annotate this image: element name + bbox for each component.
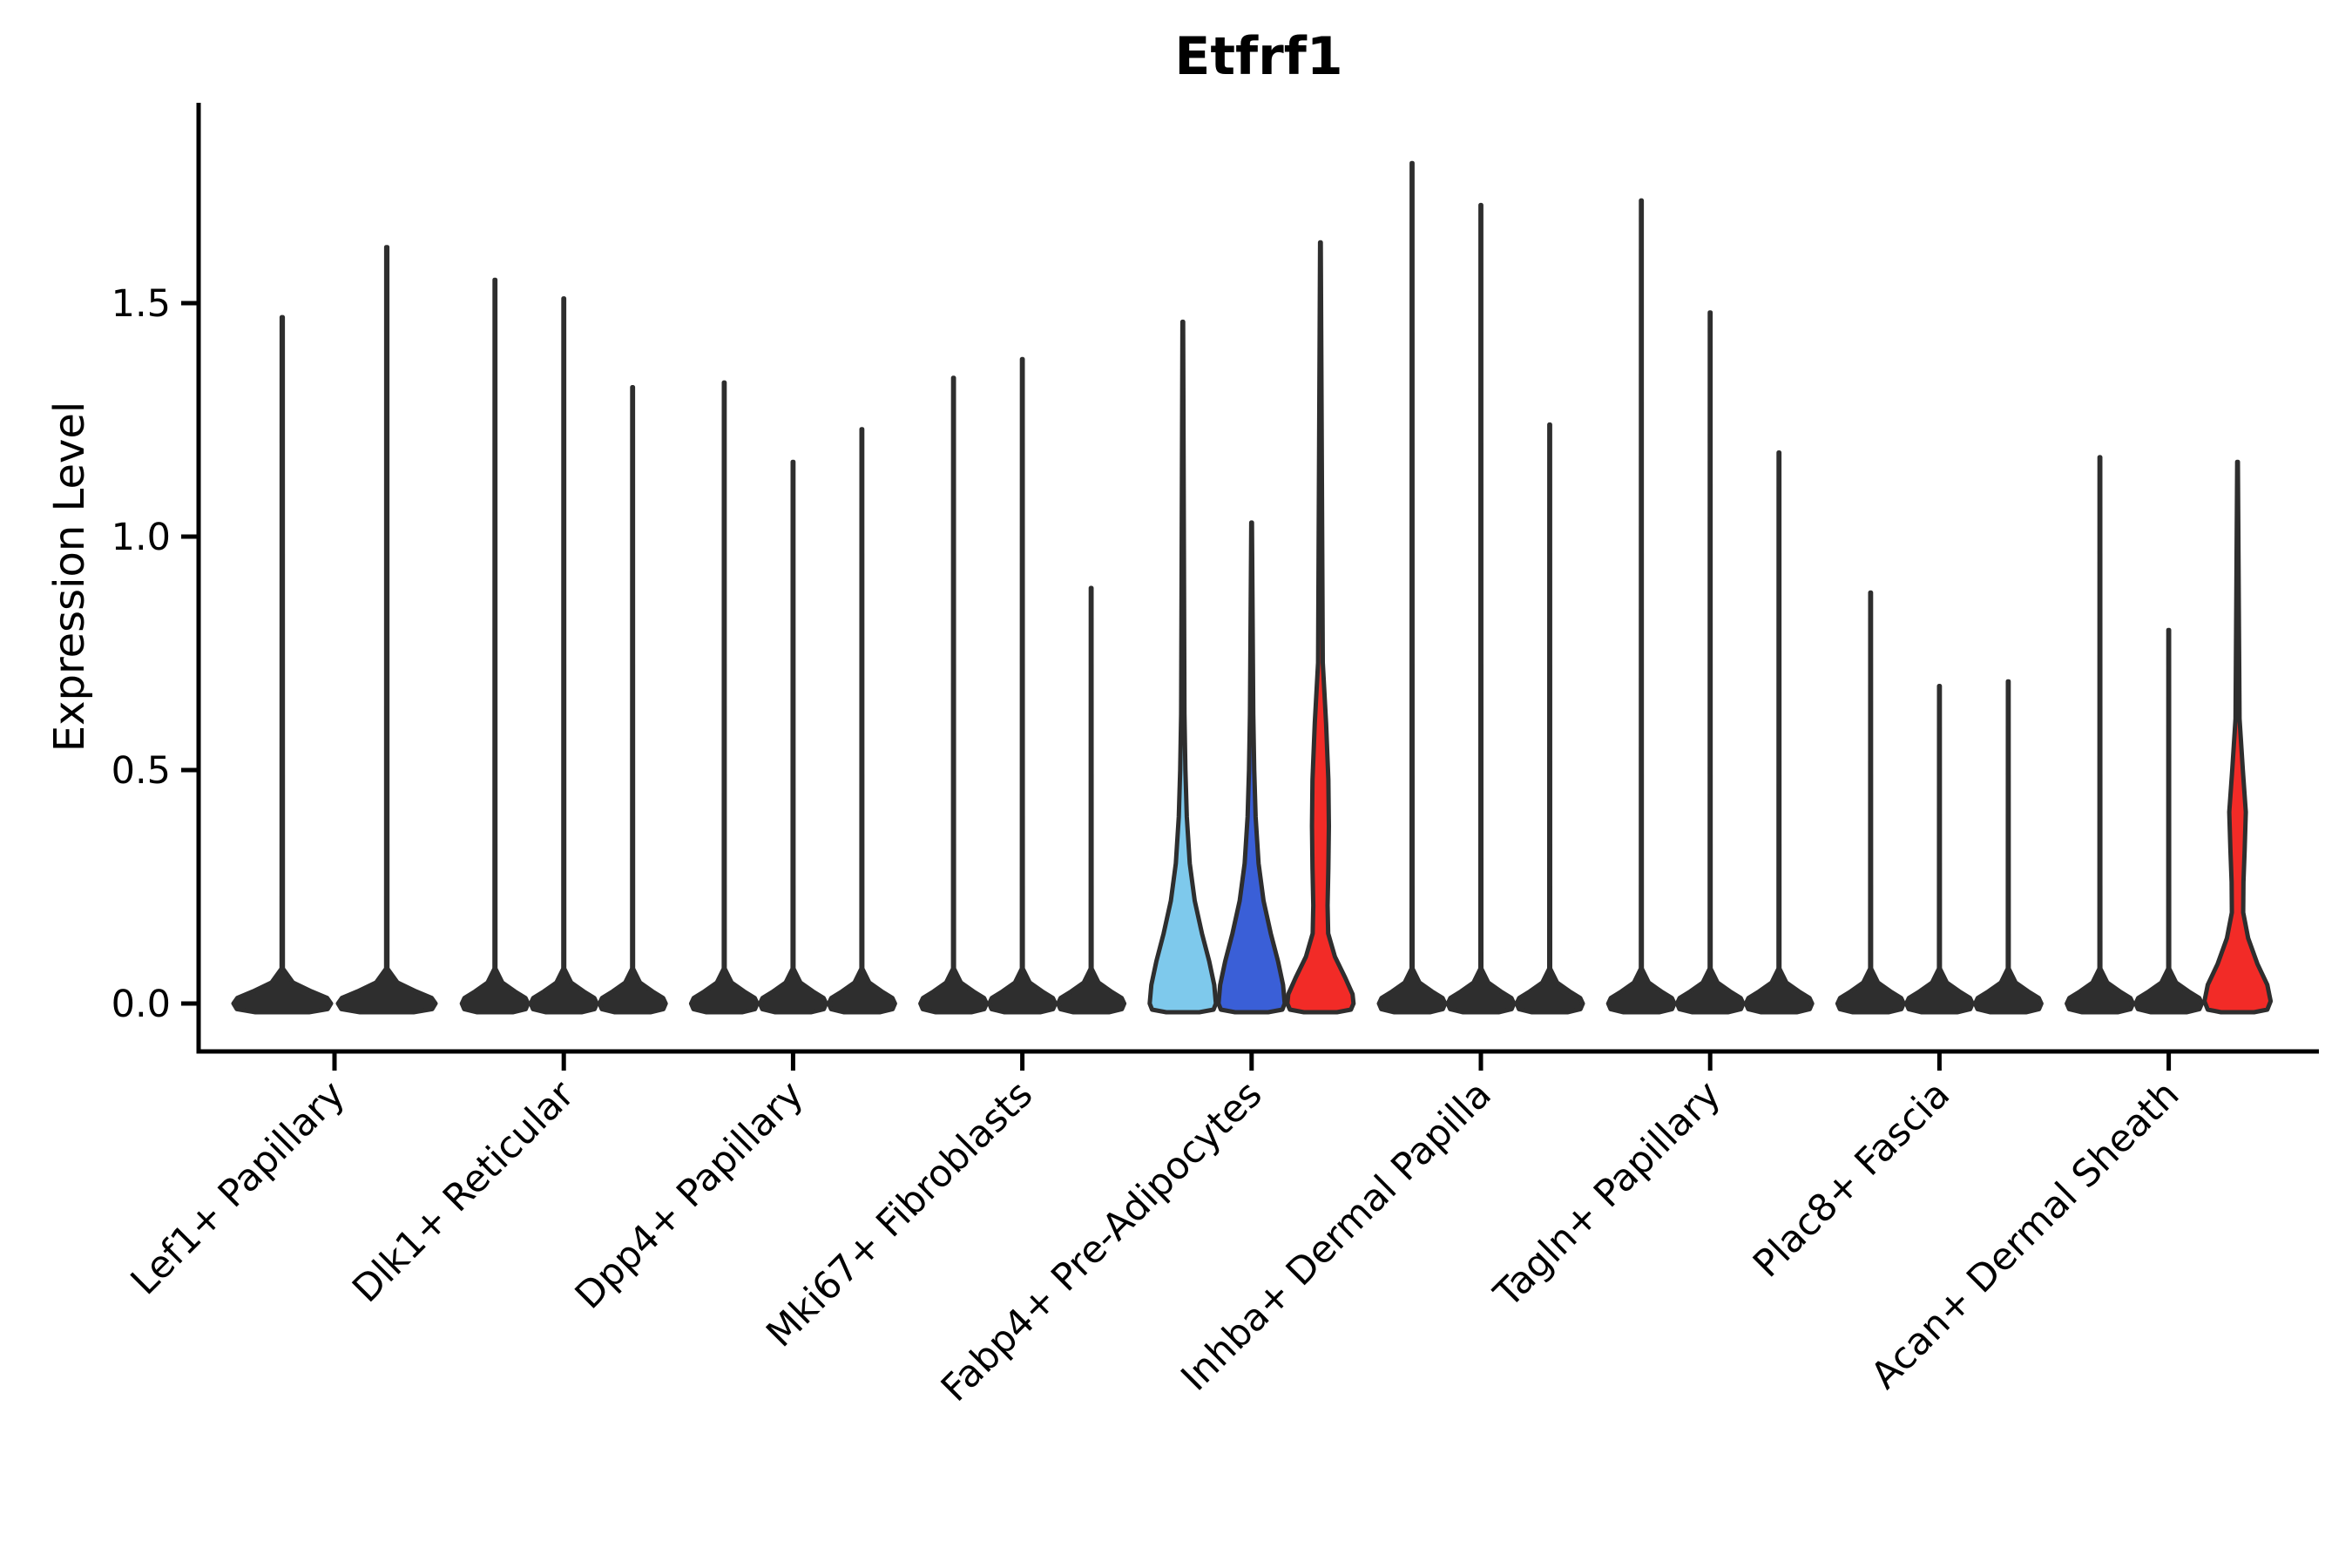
violin-3-2 <box>757 459 828 1015</box>
violin-8-3 <box>1972 679 2044 1015</box>
violin-4-3 <box>1056 585 1127 1015</box>
violin-2-2 <box>528 296 599 1015</box>
violin-9-1 <box>2065 455 2136 1015</box>
y-tick-label: 1.0 <box>112 516 171 559</box>
violin-9-2 <box>2133 627 2205 1015</box>
x-tick-label: Lef1+ Papillary <box>123 1072 354 1303</box>
x-tick-label: Plac8+ Fascia <box>1745 1072 1958 1286</box>
violin-9-3 <box>2202 459 2274 1015</box>
x-tick-label: Dpp4+ Papillary <box>567 1072 812 1317</box>
x-tick-label: Dlk1+ Reticular <box>344 1072 583 1311</box>
violin-7-1 <box>1605 198 1677 1015</box>
violin-6-3 <box>1514 422 1585 1015</box>
violin-7-3 <box>1743 450 1815 1015</box>
violin-7-2 <box>1674 310 1746 1015</box>
y-tick-label: 0.5 <box>112 749 171 793</box>
violin-3-3 <box>826 427 897 1015</box>
violin-3-1 <box>688 380 760 1015</box>
violin-2-3 <box>597 385 668 1015</box>
y-tick-label: 1.5 <box>112 282 171 326</box>
y-axis-label: Expression Level <box>45 401 94 753</box>
violin-1-2 <box>335 245 438 1015</box>
violin-8-1 <box>1835 590 1906 1015</box>
y-tick-label: 0.0 <box>112 983 171 1026</box>
violin-4-2 <box>987 356 1058 1015</box>
x-tick-label: Tagln+ Papillary <box>1485 1072 1729 1316</box>
violin-8-2 <box>1903 684 1975 1015</box>
violin-5-2 <box>1216 520 1288 1015</box>
violin-5-3 <box>1285 240 1356 1015</box>
chart-title: Etfrf1 <box>1174 26 1343 87</box>
violin-6-1 <box>1376 160 1448 1015</box>
violin-2-1 <box>459 277 531 1015</box>
violin-6-2 <box>1445 202 1517 1015</box>
violin-1-1 <box>231 314 334 1015</box>
violin-5-1 <box>1147 319 1219 1015</box>
violin-4-1 <box>918 375 990 1015</box>
